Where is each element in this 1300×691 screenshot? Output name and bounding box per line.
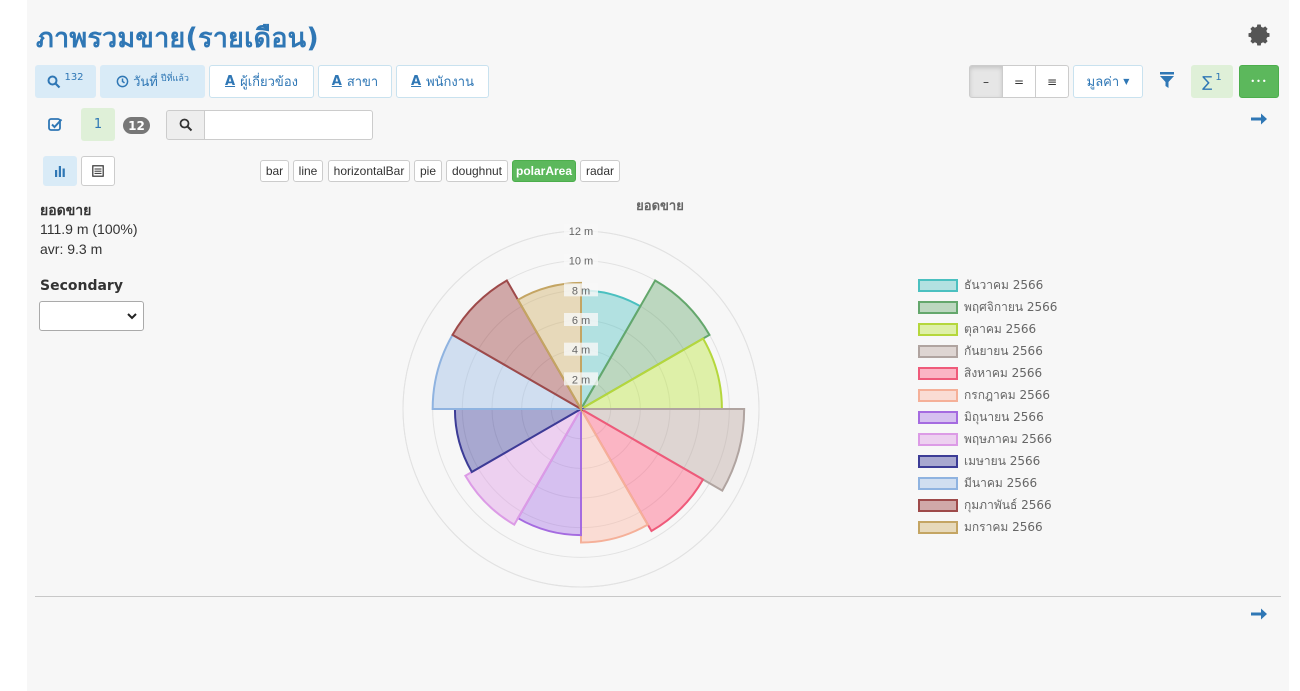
page-title: ภาพรวมขาย(รายเดือน)	[36, 23, 319, 54]
chart-view-button[interactable]	[43, 156, 77, 186]
summary-label: ยอดขาย	[40, 203, 92, 219]
summary-average: avr: 9.3 m	[40, 241, 103, 257]
related-filter-button[interactable]: A ผู้เกี่ยวข้อง	[209, 65, 314, 98]
letter-a-icon: A	[411, 74, 422, 89]
chart-type-line[interactable]: line	[293, 160, 323, 182]
legend-item[interactable]: พฤษภาคม 2566	[918, 430, 1052, 449]
secondary-select[interactable]	[39, 301, 144, 331]
employee-filter-button[interactable]: A พนักงาน	[396, 65, 489, 98]
bar-chart-icon	[55, 166, 65, 177]
date-label: วันที่	[133, 75, 158, 90]
search-icon	[179, 118, 192, 132]
chart-type-radar[interactable]: radar	[580, 160, 620, 182]
divider	[35, 596, 1281, 597]
legend-item[interactable]: สิงหาคม 2566	[918, 364, 1042, 383]
search-count: 132	[64, 72, 84, 83]
secondary-label: Secondary	[40, 278, 123, 294]
value-dropdown[interactable]: มูลค่า ▼	[1073, 65, 1143, 98]
letter-a-icon: A	[225, 74, 236, 89]
legend-label: กรกฎาคม 2566	[964, 388, 1051, 402]
legend-item[interactable]: มิถุนายน 2566	[918, 408, 1044, 427]
legend-item[interactable]: กุมภาพันธ์ 2566	[918, 496, 1052, 515]
table-view-button[interactable]	[81, 156, 115, 186]
letter-a-icon: A	[331, 74, 342, 89]
branch-label: สาขา	[346, 75, 379, 90]
density-compact-button[interactable]: –	[969, 65, 1003, 98]
page-button[interactable]: 1	[81, 108, 115, 141]
legend-label: พฤษภาคม 2566	[964, 432, 1053, 446]
legend-label: สิงหาคม 2566	[964, 366, 1043, 380]
density-normal-button[interactable]: =	[1002, 65, 1036, 98]
legend-item[interactable]: มกราคม 2566	[918, 518, 1043, 537]
sigma-sup: 1	[1215, 72, 1222, 83]
legend-item[interactable]: มีนาคม 2566	[918, 474, 1037, 493]
legend-swatch	[918, 345, 958, 358]
legend-label: มิถุนายน 2566	[964, 410, 1044, 424]
legend-swatch	[918, 279, 958, 292]
legend-swatch	[918, 455, 958, 468]
date-filter-button[interactable]: วันที่ ปีที่แล้ว	[100, 65, 205, 98]
chart-type-polararea[interactable]: polarArea	[512, 160, 576, 182]
legend-item[interactable]: กันยายน 2566	[918, 342, 1043, 361]
legend-swatch	[918, 301, 958, 314]
gear-icon[interactable]	[1247, 23, 1271, 47]
search-group	[166, 110, 373, 140]
legend-label: กุมภาพันธ์ 2566	[964, 498, 1052, 512]
arrow-right-icon[interactable]	[1251, 607, 1267, 621]
filter-icon[interactable]	[1160, 72, 1174, 88]
legend-label: ตุลาคม 2566	[964, 322, 1037, 336]
table-icon	[92, 165, 104, 177]
legend-swatch	[918, 499, 958, 512]
date-sup: ปีที่แล้ว	[160, 73, 189, 84]
legend-swatch	[918, 433, 958, 446]
legend-label: ธันวาคม 2566	[964, 278, 1044, 292]
legend-swatch	[918, 521, 958, 534]
legend-label: กันยายน 2566	[964, 344, 1043, 358]
legend-item[interactable]: เมษายน 2566	[918, 452, 1040, 471]
search-button[interactable]: 132	[35, 65, 96, 98]
more-button[interactable]: •••	[1239, 65, 1279, 98]
check-square-icon[interactable]	[48, 117, 63, 132]
legend-item[interactable]: ธันวาคม 2566	[918, 276, 1043, 295]
legend-item[interactable]: กรกฎาคม 2566	[918, 386, 1050, 405]
arrow-right-icon[interactable]	[1251, 112, 1267, 126]
caret-down-icon: ▼	[1123, 77, 1130, 86]
chart-title: ยอดขาย	[636, 199, 684, 214]
density-wide-button[interactable]: ≡	[1035, 65, 1069, 98]
legend-label: มีนาคม 2566	[964, 476, 1038, 490]
chart-type-horizontalbar[interactable]: horizontalBar	[328, 160, 410, 182]
legend-swatch	[918, 323, 958, 336]
chevron-down-icon	[127, 313, 137, 320]
legend-swatch	[918, 411, 958, 424]
legend-item[interactable]: พฤศจิกายน 2566	[918, 298, 1057, 317]
search-input[interactable]	[205, 110, 373, 140]
sigma-icon: ∑	[1202, 72, 1213, 91]
legend-label: เมษายน 2566	[964, 454, 1041, 468]
legend-label: มกราคม 2566	[964, 520, 1043, 534]
chart-type-doughnut[interactable]: doughnut	[446, 160, 508, 182]
legend-swatch	[918, 367, 958, 380]
branch-filter-button[interactable]: A สาขา	[318, 65, 392, 98]
search-addon	[166, 110, 205, 140]
related-label: ผู้เกี่ยวข้อง	[240, 75, 298, 90]
legend-swatch	[918, 477, 958, 490]
legend-swatch	[918, 389, 958, 402]
employee-label: พนักงาน	[426, 75, 474, 90]
summary-total: 111.9 m (100%)	[40, 221, 138, 237]
page-count-badge: 12	[123, 117, 150, 134]
main-panel	[27, 0, 1289, 691]
value-dropdown-label: มูลค่า	[1086, 75, 1120, 90]
search-icon	[47, 75, 61, 88]
chart-type-bar[interactable]: bar	[260, 160, 289, 182]
clock-icon	[116, 75, 129, 88]
sum-button[interactable]: ∑ 1	[1191, 65, 1233, 98]
legend-label: พฤศจิกายน 2566	[964, 300, 1058, 314]
legend-item[interactable]: ตุลาคม 2566	[918, 320, 1036, 339]
chart-type-pie[interactable]: pie	[414, 160, 442, 182]
